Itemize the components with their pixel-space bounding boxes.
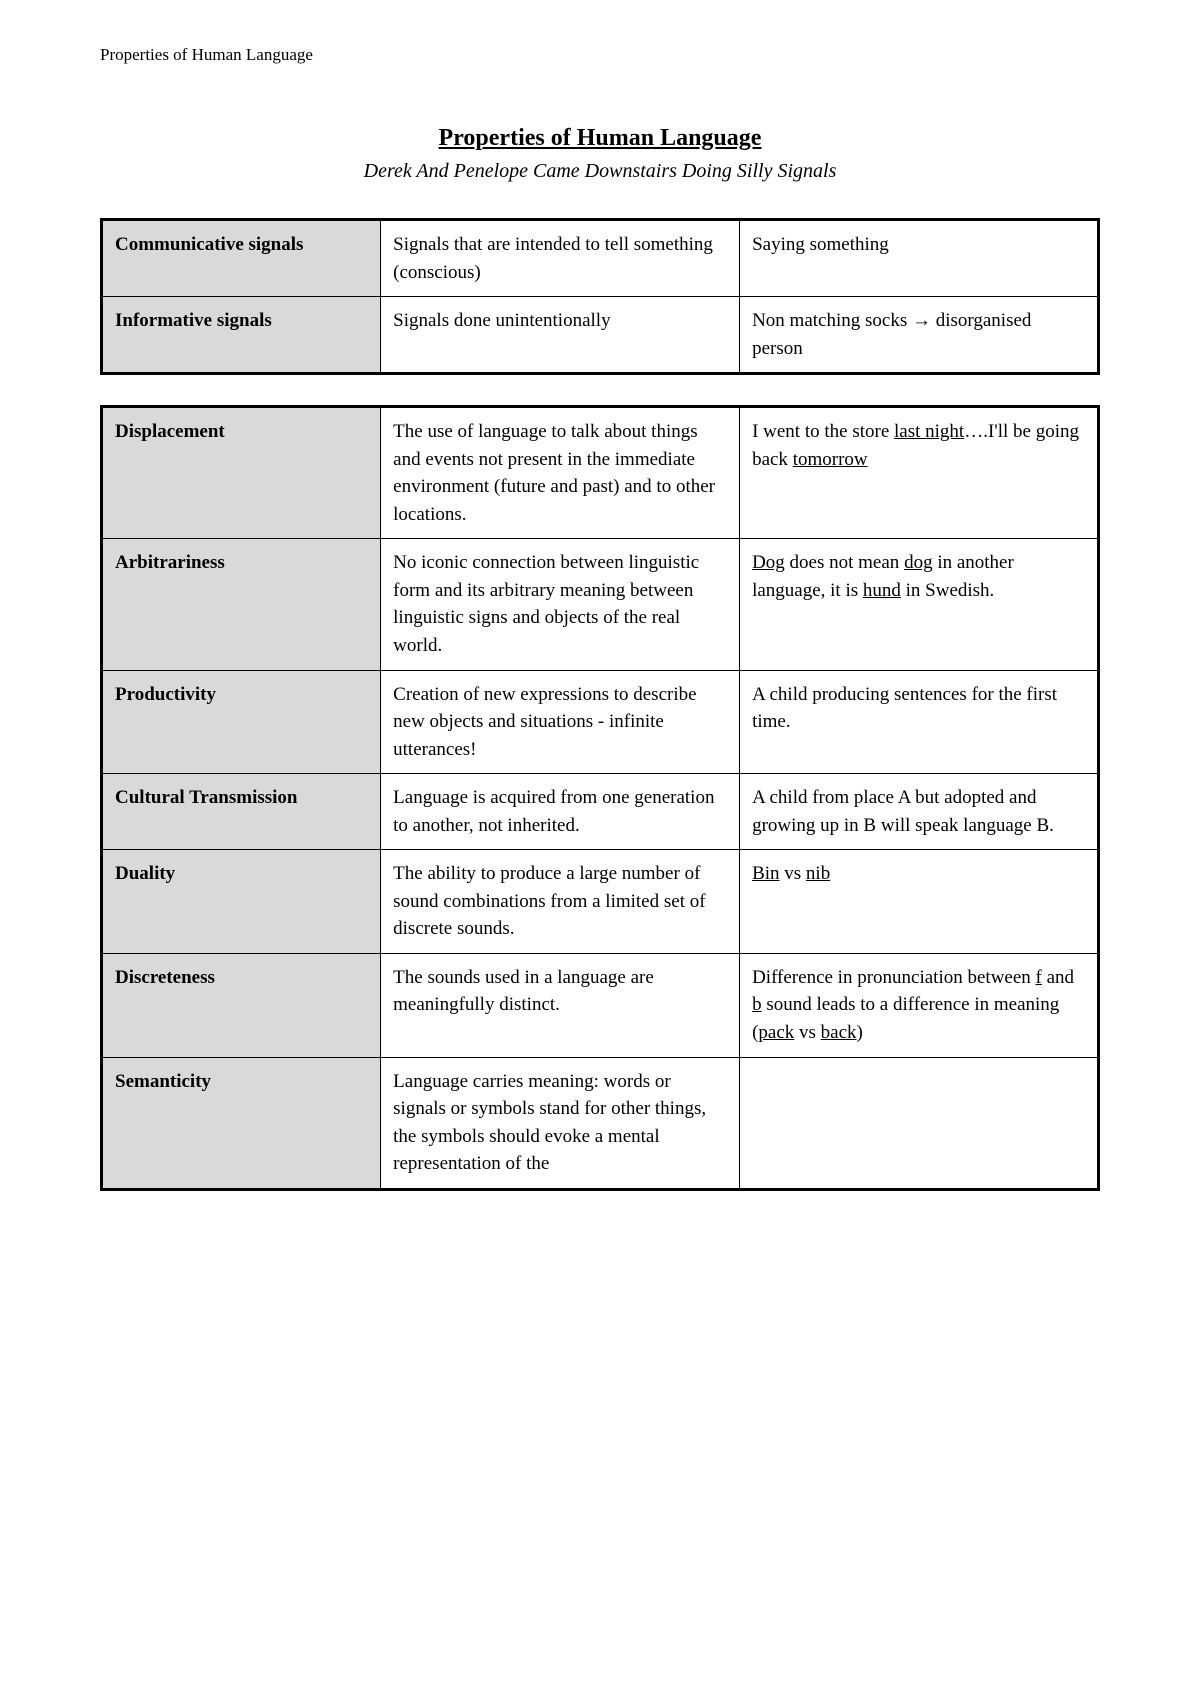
table-row: Informative signalsSignals done unintent… xyxy=(102,297,1099,374)
term-cell: Displacement xyxy=(102,407,381,539)
definition-cell: Signals that are intended to tell someth… xyxy=(381,220,740,297)
term-cell: Duality xyxy=(102,850,381,954)
underlined-text: Dog xyxy=(752,552,785,573)
term-cell: Cultural Transmission xyxy=(102,774,381,850)
definition-cell: The ability to produce a large number of… xyxy=(381,850,740,954)
example-cell xyxy=(740,1057,1099,1189)
term-cell: Communicative signals xyxy=(102,220,381,297)
term-cell: Arbitrariness xyxy=(102,539,381,670)
definition-cell: The use of language to talk about things… xyxy=(381,407,740,539)
definition-cell: Creation of new expressions to describe … xyxy=(381,670,740,774)
table-row: Communicative signalsSignals that are in… xyxy=(102,220,1099,297)
underlined-text: pack xyxy=(758,1022,794,1043)
table-row: Cultural TransmissionLanguage is acquire… xyxy=(102,774,1099,850)
example-cell: A child producing sentences for the firs… xyxy=(740,670,1099,774)
underlined-text: back xyxy=(821,1022,857,1043)
underlined-text: dog xyxy=(904,552,933,573)
definition-cell: The sounds used in a language are meanin… xyxy=(381,953,740,1057)
definition-cell: No iconic connection between linguistic … xyxy=(381,539,740,670)
page-subtitle: Derek And Penelope Came Downstairs Doing… xyxy=(100,160,1100,183)
table-row: DiscretenessThe sounds used in a languag… xyxy=(102,953,1099,1057)
underlined-text: Bin xyxy=(752,863,779,884)
table-row: ProductivityCreation of new expressions … xyxy=(102,670,1099,774)
example-cell: Bin vs nib xyxy=(740,850,1099,954)
example-cell: I went to the store last night….I'll be … xyxy=(740,407,1099,539)
term-cell: Semanticity xyxy=(102,1057,381,1189)
example-cell: Saying something xyxy=(740,220,1099,297)
term-cell: Productivity xyxy=(102,670,381,774)
underlined-text: f xyxy=(1036,967,1042,988)
underlined-text: last night xyxy=(894,421,964,442)
example-cell: A child from place A but adopted and gro… xyxy=(740,774,1099,850)
definition-cell: Language is acquired from one generation… xyxy=(381,774,740,850)
underlined-text: nib xyxy=(806,863,830,884)
term-cell: Informative signals xyxy=(102,297,381,374)
table-row: DisplacementThe use of language to talk … xyxy=(102,407,1099,539)
properties-table: DisplacementThe use of language to talk … xyxy=(100,405,1100,1191)
table-row: DualityThe ability to produce a large nu… xyxy=(102,850,1099,954)
underlined-text: tomorrow xyxy=(793,449,868,470)
example-cell: Difference in pronunciation between f an… xyxy=(740,953,1099,1057)
definition-cell: Signals done unintentionally xyxy=(381,297,740,374)
example-cell: Non matching socks → disorganised person xyxy=(740,297,1099,374)
definition-cell: Language carries meaning: words or signa… xyxy=(381,1057,740,1189)
signals-table: Communicative signalsSignals that are in… xyxy=(100,218,1100,375)
table-row: ArbitrarinessNo iconic connection betwee… xyxy=(102,539,1099,670)
table-row: SemanticityLanguage carries meaning: wor… xyxy=(102,1057,1099,1189)
underlined-text: hund xyxy=(863,580,901,601)
example-cell: Dog does not mean dog in another languag… xyxy=(740,539,1099,670)
page-header: Properties of Human Language xyxy=(100,45,1100,65)
underlined-text: b xyxy=(752,994,762,1015)
term-cell: Discreteness xyxy=(102,953,381,1057)
page-title: Properties of Human Language xyxy=(100,125,1100,152)
